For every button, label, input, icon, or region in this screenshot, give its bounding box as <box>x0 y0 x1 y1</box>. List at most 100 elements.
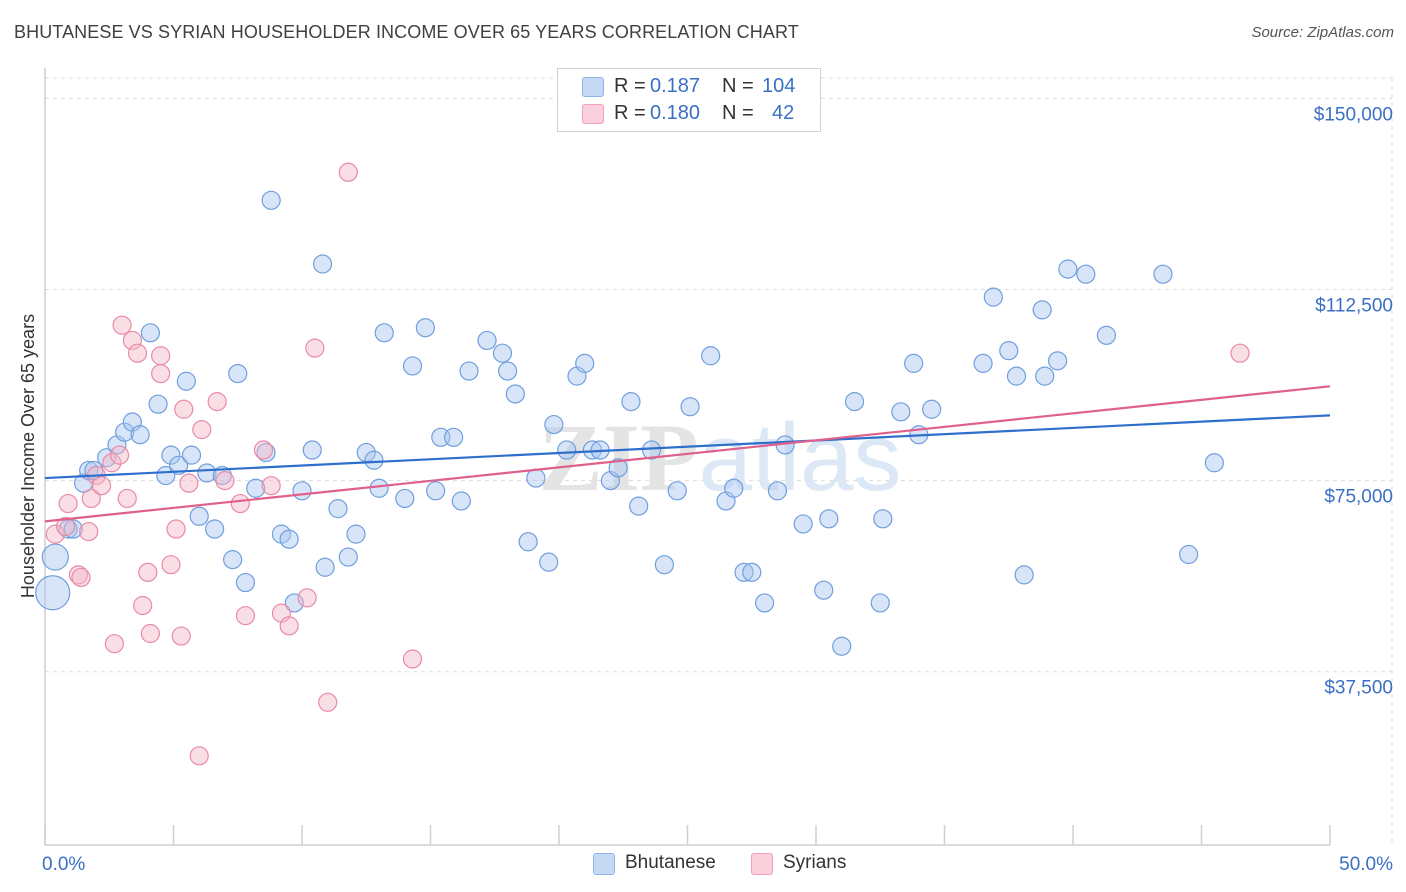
bhutanese-point <box>641 440 662 460</box>
bhutanese-point <box>701 346 721 366</box>
x-tick-label-min: 0.0% <box>42 854 85 875</box>
trend-lines <box>44 385 1331 523</box>
legend-r-value: 0.180 <box>650 102 701 124</box>
bhutanese-point <box>63 519 83 539</box>
y-tick-label: $112,500 <box>1315 295 1393 316</box>
bhutanese-point <box>284 593 304 613</box>
bhutanese-point <box>212 465 232 486</box>
bhutanese-point <box>973 353 993 373</box>
y-tick-label: $75,000 <box>1324 487 1393 508</box>
bhutanese-point <box>629 496 649 516</box>
syrian-point <box>102 453 122 473</box>
bottom-legend-swatch-syrians <box>751 853 773 875</box>
bhutanese-point <box>498 361 518 381</box>
syrian-point <box>68 565 89 585</box>
syrian-point <box>402 649 423 669</box>
watermark: ZIPatlas <box>539 404 902 511</box>
bhutanese-point <box>140 323 160 343</box>
bhutanese-point <box>505 384 525 404</box>
bhutanese-point <box>767 481 788 501</box>
bhutanese-point <box>328 499 348 519</box>
bhutanese-point <box>279 529 299 549</box>
legend-r-value: 0.187 <box>650 75 701 97</box>
stats-legend: R = 0.187 N = 104 R = 0.180 N = 42 <box>557 68 821 132</box>
bhutanese-point <box>904 353 924 373</box>
syrian-point <box>161 555 181 575</box>
syrian-point <box>112 315 132 335</box>
bhutanese-point <box>734 562 754 582</box>
bhutanese-point <box>544 414 564 435</box>
syrian-point <box>55 516 76 537</box>
bhutanese-point <box>415 318 435 338</box>
syrian-point <box>138 562 158 582</box>
bhutanese-point <box>922 399 942 419</box>
legend-swatch-bhutanese <box>582 77 604 97</box>
bhutanese-point <box>292 481 312 501</box>
bhutanese-point <box>742 562 762 582</box>
bhutanese-point <box>395 488 415 509</box>
syrian-point <box>1230 343 1250 363</box>
bottom-legend-label-bhutanese: Bhutanese <box>625 852 716 873</box>
bhutanese-point <box>115 422 135 442</box>
y-tick-label: $37,500 <box>1324 678 1393 699</box>
bhutanese-point <box>181 445 202 465</box>
bhutanese-point <box>518 532 538 552</box>
axis-labels: $37,500 $75,000 $112,500 $150,000 0.0% 50.0% H… <box>18 104 1393 875</box>
bottom-legend-label-syrians: Syrians <box>783 852 847 873</box>
syrian-point <box>189 746 209 766</box>
legend-n-value: 42 <box>772 102 795 124</box>
syrian-point <box>261 476 281 496</box>
bhutanese-point <box>1035 366 1055 386</box>
bhutanese-point <box>814 580 834 600</box>
syrian-point <box>71 567 91 588</box>
axes <box>44 68 1331 846</box>
bhutanese-point <box>754 593 775 613</box>
bhutanese-point <box>261 190 281 210</box>
bhutanese-point <box>228 363 248 384</box>
source-credit: Source: ZipAtlas.com <box>1251 24 1394 41</box>
syrian-point <box>279 616 299 636</box>
bhutanese-point <box>246 478 266 498</box>
bhutanese-point <box>346 524 366 544</box>
syrian-point <box>58 493 78 514</box>
data-points <box>35 162 1250 766</box>
bhutanese-point <box>169 455 189 475</box>
syrian-point <box>318 692 338 712</box>
legend-n-value: 104 <box>762 75 796 97</box>
syrian-point <box>151 346 171 366</box>
syrian-point <box>174 399 194 419</box>
bhutanese-point <box>891 402 911 422</box>
syrian-point <box>91 476 112 496</box>
bhutanese-point <box>667 481 687 501</box>
syrian-point <box>297 588 317 608</box>
bhutanese-point <box>1153 264 1173 284</box>
bhutanese-point <box>338 547 358 567</box>
bhutanese-point <box>477 330 497 351</box>
legend-row-syrians: R = 0.180 N = 42 <box>582 102 794 126</box>
bhutanese-point <box>575 353 595 373</box>
syrian-point <box>133 595 153 616</box>
bhutanese-point <box>1058 259 1078 279</box>
bhutanese-point <box>832 636 852 656</box>
bhutanese-point <box>451 491 471 511</box>
bhutanese-point <box>870 593 890 613</box>
bhutanese-point <box>205 519 225 539</box>
bhutanese-point <box>1047 351 1068 371</box>
bhutanese-point <box>1204 453 1224 473</box>
bhutanese-point <box>621 392 641 412</box>
bhutanese-trend-line <box>44 414 1331 480</box>
syrian-point <box>140 623 160 644</box>
chart-title: BHUTANESE VS SYRIAN HOUSEHOLDER INCOME O… <box>14 22 799 42</box>
bhutanese-point <box>1096 325 1117 345</box>
syrian-point <box>166 519 186 539</box>
legend-row-bhutanese: R = 0.187 N = 104 <box>582 75 795 99</box>
bhutanese-point <box>999 341 1019 361</box>
bhutanese-point <box>539 552 559 572</box>
bhutanese-point <box>148 394 168 414</box>
bhutanese-point <box>197 463 217 483</box>
bhutanese-point <box>402 356 423 376</box>
syrian-trend-line <box>44 385 1331 523</box>
bhutanese-point <box>557 440 577 460</box>
syrian-point <box>81 488 101 509</box>
